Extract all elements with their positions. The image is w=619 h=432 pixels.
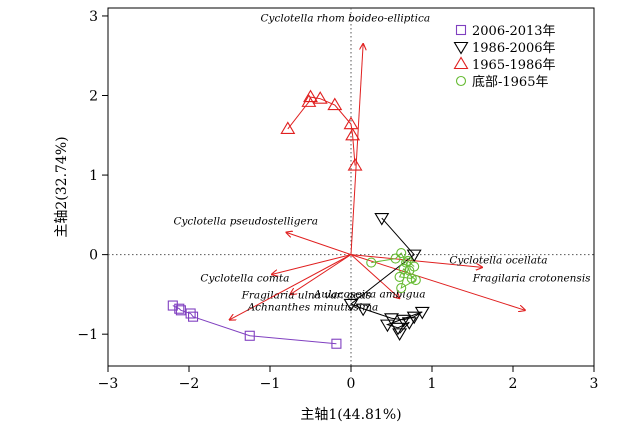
data-point [188, 311, 199, 322]
data-point [347, 157, 363, 171]
vector-label: Cyclotella comta [200, 273, 289, 285]
x-tick-label: −2 [179, 376, 200, 392]
x-tick-label: 3 [590, 376, 599, 392]
data-point [374, 212, 390, 226]
legend-label: 底部-1965年 [472, 74, 548, 90]
y-axis-ticks: −1 0 1 2 3 [77, 9, 108, 343]
data-point [406, 249, 422, 263]
y-axis-label: 主轴2(32.74%) [54, 136, 70, 237]
series-group [366, 247, 421, 294]
data-point [410, 275, 421, 286]
vector-label: Fragilaria crotonensis [472, 273, 591, 285]
series-line [287, 96, 356, 166]
vector-arrow [286, 232, 352, 256]
data-point [244, 330, 255, 341]
vector-arrow [350, 44, 363, 255]
data-point [402, 255, 413, 267]
data-point [396, 314, 412, 328]
species-vectors: Cyclotella rhom boideo-elliptica Cyclotel… [173, 13, 591, 320]
data-point [392, 328, 408, 341]
legend-marker [453, 41, 469, 55]
data-point [379, 319, 395, 333]
data-point [401, 317, 417, 330]
data-point [366, 257, 377, 268]
y-tick-label: 3 [89, 9, 98, 25]
data-point [394, 271, 405, 282]
vector-label: Aulacoseira ambigua [313, 289, 426, 301]
x-tick-label: 1 [428, 376, 437, 392]
data-point [396, 282, 407, 294]
y-tick-label: 1 [89, 168, 98, 184]
data-point [396, 247, 407, 259]
vector-arrow [230, 254, 352, 320]
x-axis-ticks: −3 −2 −1 0 1 2 3 [98, 366, 599, 392]
vector-label: Cyclotella pseudostelligera [173, 215, 318, 227]
data-point [174, 303, 185, 314]
sample-series [167, 89, 430, 349]
x-tick-label: 2 [509, 376, 518, 392]
y-tick-label: 2 [89, 89, 98, 105]
data-point [343, 298, 359, 312]
data-point [175, 305, 186, 316]
legend-label: 1965-1986年 [472, 58, 556, 73]
vector-arrow [350, 254, 482, 268]
data-point [345, 127, 361, 141]
vector-label: Cyclotella ocellata [449, 254, 547, 266]
x-tick-label: −3 [98, 376, 119, 392]
vector-label: Achnanthes minutissima [247, 301, 379, 313]
data-point [301, 94, 317, 107]
data-point [327, 97, 343, 111]
y-tick-label: 0 [89, 248, 98, 264]
data-point [280, 121, 296, 134]
data-point [312, 91, 328, 104]
data-point [384, 313, 399, 326]
data-point [398, 263, 409, 274]
data-point [414, 306, 430, 320]
series-group [167, 300, 342, 349]
series-group [343, 212, 430, 341]
data-point [355, 303, 371, 317]
data-point [343, 116, 359, 130]
vector-arrow [272, 254, 352, 275]
data-point [331, 338, 342, 349]
series-line [172, 305, 337, 345]
data-point [185, 308, 196, 319]
reference-lines [108, 8, 594, 366]
data-point [409, 261, 420, 272]
legend-marker [453, 56, 469, 70]
x-tick-label: −1 [260, 376, 281, 392]
vector-label: Fragilaria ulna var. acus [241, 289, 372, 301]
vector-arrow [350, 254, 400, 299]
x-tick-label: 0 [347, 376, 356, 392]
data-point [390, 253, 401, 264]
data-point [303, 89, 318, 103]
legend-label: 2006-2013年 [472, 24, 556, 39]
vector-label: Cyclotella rhom boideo-elliptica [261, 13, 431, 25]
legend-label: 1986-2006年 [472, 41, 556, 56]
y-tick-label: −1 [77, 327, 98, 343]
x-axis-label: 主轴1(44.81%) [300, 407, 401, 423]
legend-marker [455, 75, 467, 87]
legend-marker [455, 24, 467, 36]
vector-arrow [350, 254, 525, 311]
series-group [280, 89, 363, 171]
vector-arrow [290, 254, 352, 295]
